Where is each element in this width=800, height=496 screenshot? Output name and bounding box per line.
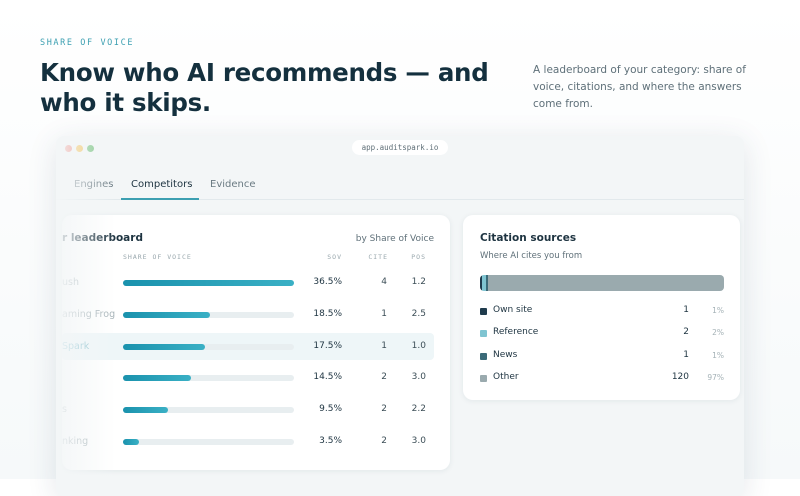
- headline: Know who AI recommends — and who it skip…: [40, 58, 489, 117]
- legend-swatch: [480, 330, 487, 338]
- cite-value: 1: [381, 308, 387, 319]
- window-dot: [76, 145, 83, 152]
- legend-swatch: [480, 352, 487, 360]
- window-dot: [65, 145, 72, 152]
- window-dot: [87, 145, 94, 152]
- sov-label: 18.5%: [313, 308, 342, 319]
- legend-label: Reference: [493, 327, 539, 338]
- card-subtitle: Where AI cites you from: [480, 251, 583, 261]
- pos-value: 3.0: [411, 436, 426, 446]
- pos-value: 1.2: [411, 277, 426, 287]
- bar-track: [123, 439, 294, 445]
- column-header: SOV: [327, 253, 342, 261]
- bar-track: [123, 407, 294, 414]
- source-count: 1: [683, 349, 689, 360]
- sov-label: 3.5%: [319, 436, 342, 446]
- description: A leaderboard of your category: share of…: [533, 64, 746, 110]
- sov-label: 14.5%: [313, 372, 342, 383]
- column-header: CITE: [368, 253, 388, 261]
- sov-label: 9.5%: [319, 404, 342, 415]
- sov-bar: [123, 343, 205, 350]
- pos-value: 2.5: [411, 308, 426, 319]
- tab[interactable]: Competitors: [131, 179, 193, 190]
- tab[interactable]: Engines: [74, 179, 114, 190]
- eyebrow: SHARE OF VOICE: [40, 38, 135, 48]
- stack-segment: [485, 275, 488, 291]
- card-title: Citation sources: [480, 232, 577, 244]
- stack-segment: [480, 275, 482, 291]
- source-count: 1: [683, 305, 689, 315]
- sort-label[interactable]: by Share of Voice: [355, 234, 434, 244]
- tab[interactable]: Evidence: [210, 179, 256, 190]
- competitor-name: s: [62, 404, 67, 416]
- stack-segment: [481, 275, 486, 291]
- sov-label: 17.5%: [313, 340, 342, 351]
- stack-segment: [487, 275, 724, 291]
- source-share: 2%: [712, 328, 724, 338]
- bar-track: [123, 343, 294, 350]
- sov-label: 36.5%: [313, 277, 342, 287]
- cite-value: 2: [381, 404, 387, 415]
- stacked-bar: [480, 275, 724, 291]
- source-count: 120: [671, 371, 689, 382]
- legend-swatch: [480, 374, 487, 382]
- citations-card: Citation sources Where AI cites you from…: [463, 215, 740, 400]
- legend-label: News: [493, 349, 518, 360]
- tab-indicator: [121, 198, 199, 200]
- card-title: r leaderboard: [62, 232, 143, 244]
- legend-label: Other: [493, 371, 519, 382]
- cite-value: 2: [381, 436, 387, 446]
- source-share: 1%: [712, 306, 724, 315]
- bar-track: [123, 375, 294, 382]
- pos-value: 3.0: [411, 372, 426, 383]
- cite-value: 4: [381, 277, 387, 287]
- sov-bar: [123, 311, 210, 318]
- legend-label: Own site: [493, 305, 533, 315]
- pos-value: 2.2: [411, 404, 426, 415]
- legend-swatch: [480, 308, 487, 315]
- sov-bar: [123, 375, 191, 382]
- column-header: SHARE OF VOICE: [123, 253, 192, 261]
- column-header: POS: [411, 253, 426, 261]
- cite-value: 2: [381, 372, 387, 383]
- sov-bar: [123, 407, 168, 414]
- source-share: 97%: [707, 372, 724, 382]
- cite-value: 1: [381, 340, 387, 351]
- competitor-name: Spark: [62, 340, 90, 352]
- competitor-name: ush: [62, 277, 79, 288]
- pos-value: 1.0: [411, 340, 426, 351]
- browser-window: app.auditspark.io Engines Competitors Ev…: [56, 136, 744, 496]
- leaderboard-card: r leaderboard by Share of Voice SHARE OF…: [62, 215, 450, 470]
- competitor-name: nking: [62, 436, 89, 447]
- sov-bar: [123, 439, 140, 445]
- source-share: 1%: [712, 350, 724, 360]
- url-bar[interactable]: app.auditspark.io: [352, 140, 448, 155]
- sov-bar: [123, 280, 294, 286]
- tab-divider: [56, 199, 744, 200]
- competitor-name: aming Frog: [62, 308, 116, 320]
- source-count: 2: [683, 327, 689, 338]
